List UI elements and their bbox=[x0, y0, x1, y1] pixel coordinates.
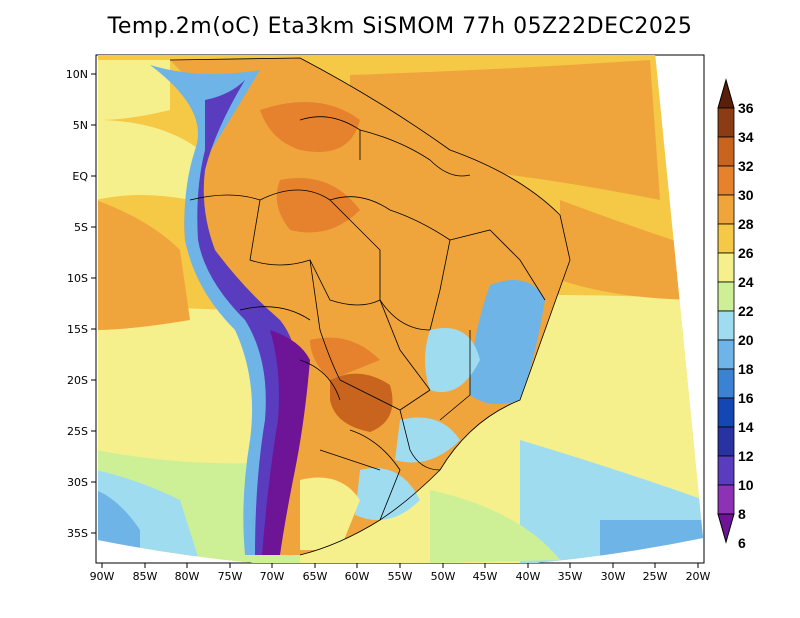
colorbar-label: 20 bbox=[738, 332, 754, 348]
lat-label: 10S bbox=[67, 272, 88, 285]
colorbar-label: 22 bbox=[738, 303, 754, 319]
lat-label: 20S bbox=[67, 374, 88, 387]
colorbar-label: 34 bbox=[738, 129, 754, 145]
political-borders bbox=[169, 57, 571, 556]
lon-label: 70W bbox=[260, 570, 285, 583]
colorbar-segment bbox=[717, 223, 735, 254]
lon-label: 40W bbox=[516, 570, 541, 583]
colorbar-segment bbox=[717, 107, 735, 138]
axis-ticks bbox=[91, 73, 699, 568]
colorbar-segment bbox=[717, 310, 735, 341]
lon-label: 30W bbox=[601, 570, 626, 583]
lon-label: 80W bbox=[175, 570, 200, 583]
colorbar-segment bbox=[717, 339, 735, 370]
lon-label: 65W bbox=[303, 570, 328, 583]
lon-label: 55W bbox=[388, 570, 413, 583]
colorbar-label: 24 bbox=[738, 274, 754, 290]
colorbar-label: 36 bbox=[738, 100, 754, 116]
lat-label: 30S bbox=[67, 476, 88, 489]
colorbar-label: 8 bbox=[738, 506, 746, 522]
colorbar-label: 12 bbox=[738, 448, 754, 464]
colorbar-segment bbox=[717, 252, 735, 283]
lat-label: 15S bbox=[67, 323, 88, 336]
lat-label: EQ bbox=[72, 170, 88, 183]
colorbar-label: 26 bbox=[738, 245, 754, 261]
lon-label: 20W bbox=[686, 570, 711, 583]
lon-label: 85W bbox=[133, 570, 158, 583]
colorbar-segment bbox=[717, 368, 735, 399]
temperature-field bbox=[98, 55, 703, 563]
colorbar-segment bbox=[717, 397, 735, 428]
lon-label: 60W bbox=[345, 570, 370, 583]
colorbar: 36 34 32 30 28 26 24 22 20 18 16 14 12 10 8 6 bbox=[717, 78, 754, 551]
colorbar-label: 16 bbox=[738, 390, 754, 406]
colorbar-segment bbox=[717, 484, 735, 515]
colorbar-segment bbox=[717, 281, 735, 312]
colorbar-segment bbox=[717, 426, 735, 457]
lat-label: 35S bbox=[67, 527, 88, 540]
colorbar-bottom-arrow bbox=[717, 513, 735, 544]
colorbar-label: 14 bbox=[738, 419, 754, 435]
colorbar-label: 6 bbox=[738, 535, 746, 551]
lat-label: 10N bbox=[66, 68, 88, 81]
colorbar-label: 18 bbox=[738, 361, 754, 377]
lon-label: 45W bbox=[473, 570, 498, 583]
lon-label: 75W bbox=[218, 570, 243, 583]
lat-label: 25S bbox=[67, 425, 88, 438]
map-title: Temp.2m(oC) Eta3km SiSMOM 77h 05Z22DEC20… bbox=[107, 14, 693, 39]
colorbar-label: 10 bbox=[738, 477, 754, 493]
lat-label: 5N bbox=[73, 119, 88, 132]
colorbar-label: 32 bbox=[738, 158, 754, 174]
colorbar-segment bbox=[717, 194, 735, 225]
lon-label: 50W bbox=[431, 570, 456, 583]
colorbar-segment bbox=[717, 136, 735, 167]
colorbar-top-arrow bbox=[717, 78, 735, 109]
lat-label: 5S bbox=[74, 221, 88, 234]
colorbar-segment bbox=[717, 165, 735, 196]
lon-label: 90W bbox=[90, 570, 115, 583]
lon-label: 25W bbox=[643, 570, 668, 583]
colorbar-label: 30 bbox=[738, 187, 754, 203]
lon-label: 35W bbox=[558, 570, 583, 583]
colorbar-segment bbox=[717, 455, 735, 486]
colorbar-label: 28 bbox=[738, 216, 754, 232]
